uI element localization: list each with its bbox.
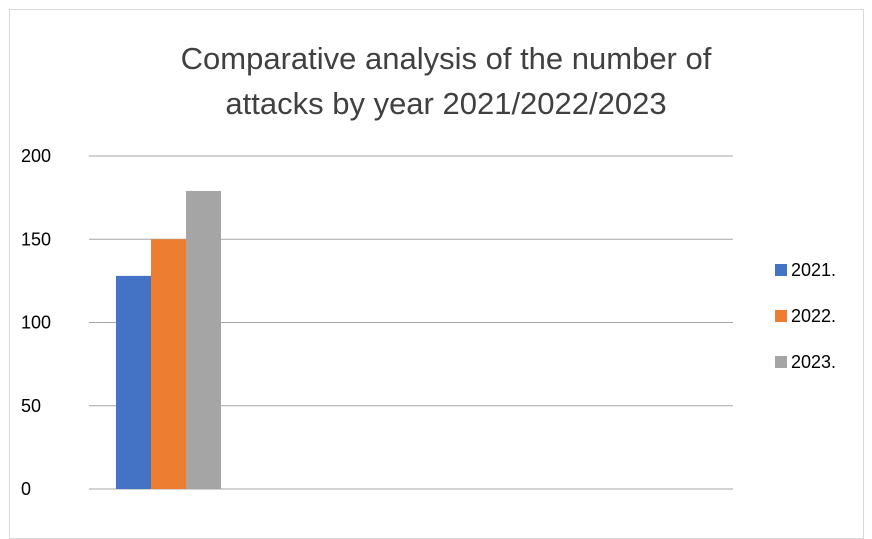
y-tick-label: 0 bbox=[21, 479, 31, 499]
legend-label: 2023. bbox=[791, 352, 836, 372]
y-tick-label: 200 bbox=[21, 146, 51, 166]
legend-swatch bbox=[775, 356, 787, 368]
legend: 2021. 2022. 2023. bbox=[775, 260, 836, 372]
legend-label: 2021. bbox=[791, 260, 836, 280]
y-axis-ticks: 0 50 100 150 200 bbox=[21, 146, 51, 499]
bar-2021 bbox=[116, 275, 151, 489]
bar-chart: Comparative analysis of the number of at… bbox=[21, 41, 836, 499]
legend-swatch bbox=[775, 310, 787, 322]
bar-2023 bbox=[186, 190, 221, 489]
chart-title-line-2: attacks by year 2021/2022/2023 bbox=[225, 86, 666, 121]
y-tick-label: 50 bbox=[21, 396, 41, 416]
bar-2022 bbox=[151, 239, 186, 489]
y-tick-label: 150 bbox=[21, 229, 51, 249]
chart-title-line-1: Comparative analysis of the number of bbox=[181, 41, 712, 76]
legend-swatch bbox=[775, 264, 787, 276]
legend-label: 2022. bbox=[791, 306, 836, 326]
bars bbox=[116, 190, 221, 489]
y-tick-label: 100 bbox=[21, 313, 51, 333]
